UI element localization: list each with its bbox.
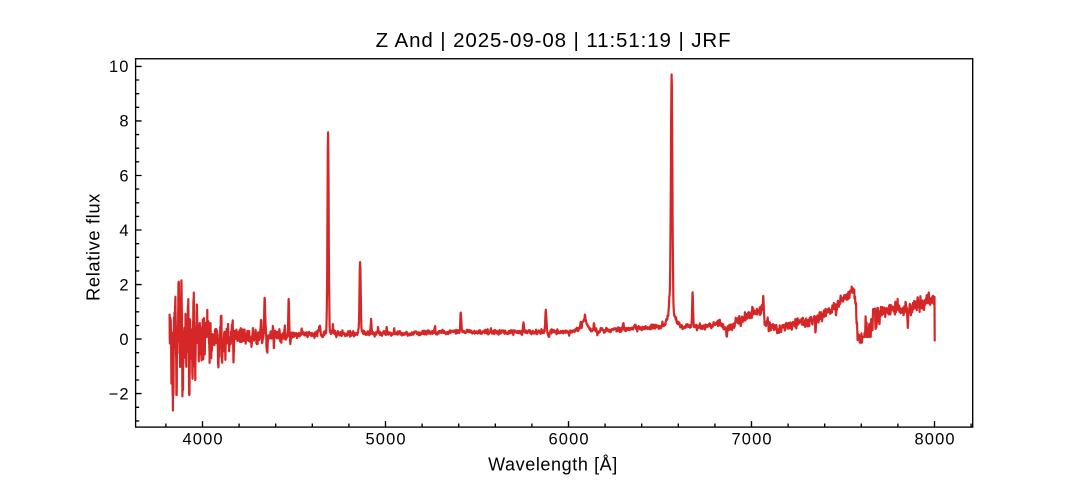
svg-text:8000: 8000: [915, 431, 956, 449]
svg-text:Wavelength [Å]: Wavelength [Å]: [488, 455, 618, 475]
svg-text:5000: 5000: [366, 431, 407, 449]
svg-text:7000: 7000: [732, 431, 773, 449]
svg-text:−2: −2: [109, 385, 130, 403]
svg-text:10: 10: [109, 58, 130, 76]
svg-text:4: 4: [119, 222, 129, 240]
svg-text:0: 0: [119, 331, 129, 349]
svg-text:Z And | 2025-09-08 | 11:51:19: Z And | 2025-09-08 | 11:51:19 | JRF: [376, 29, 732, 52]
svg-text:6: 6: [119, 167, 129, 185]
svg-text:6000: 6000: [549, 431, 590, 449]
svg-text:4000: 4000: [183, 431, 224, 449]
svg-text:2: 2: [119, 276, 129, 294]
svg-text:8: 8: [119, 113, 129, 131]
svg-text:Relative flux: Relative flux: [83, 193, 104, 301]
